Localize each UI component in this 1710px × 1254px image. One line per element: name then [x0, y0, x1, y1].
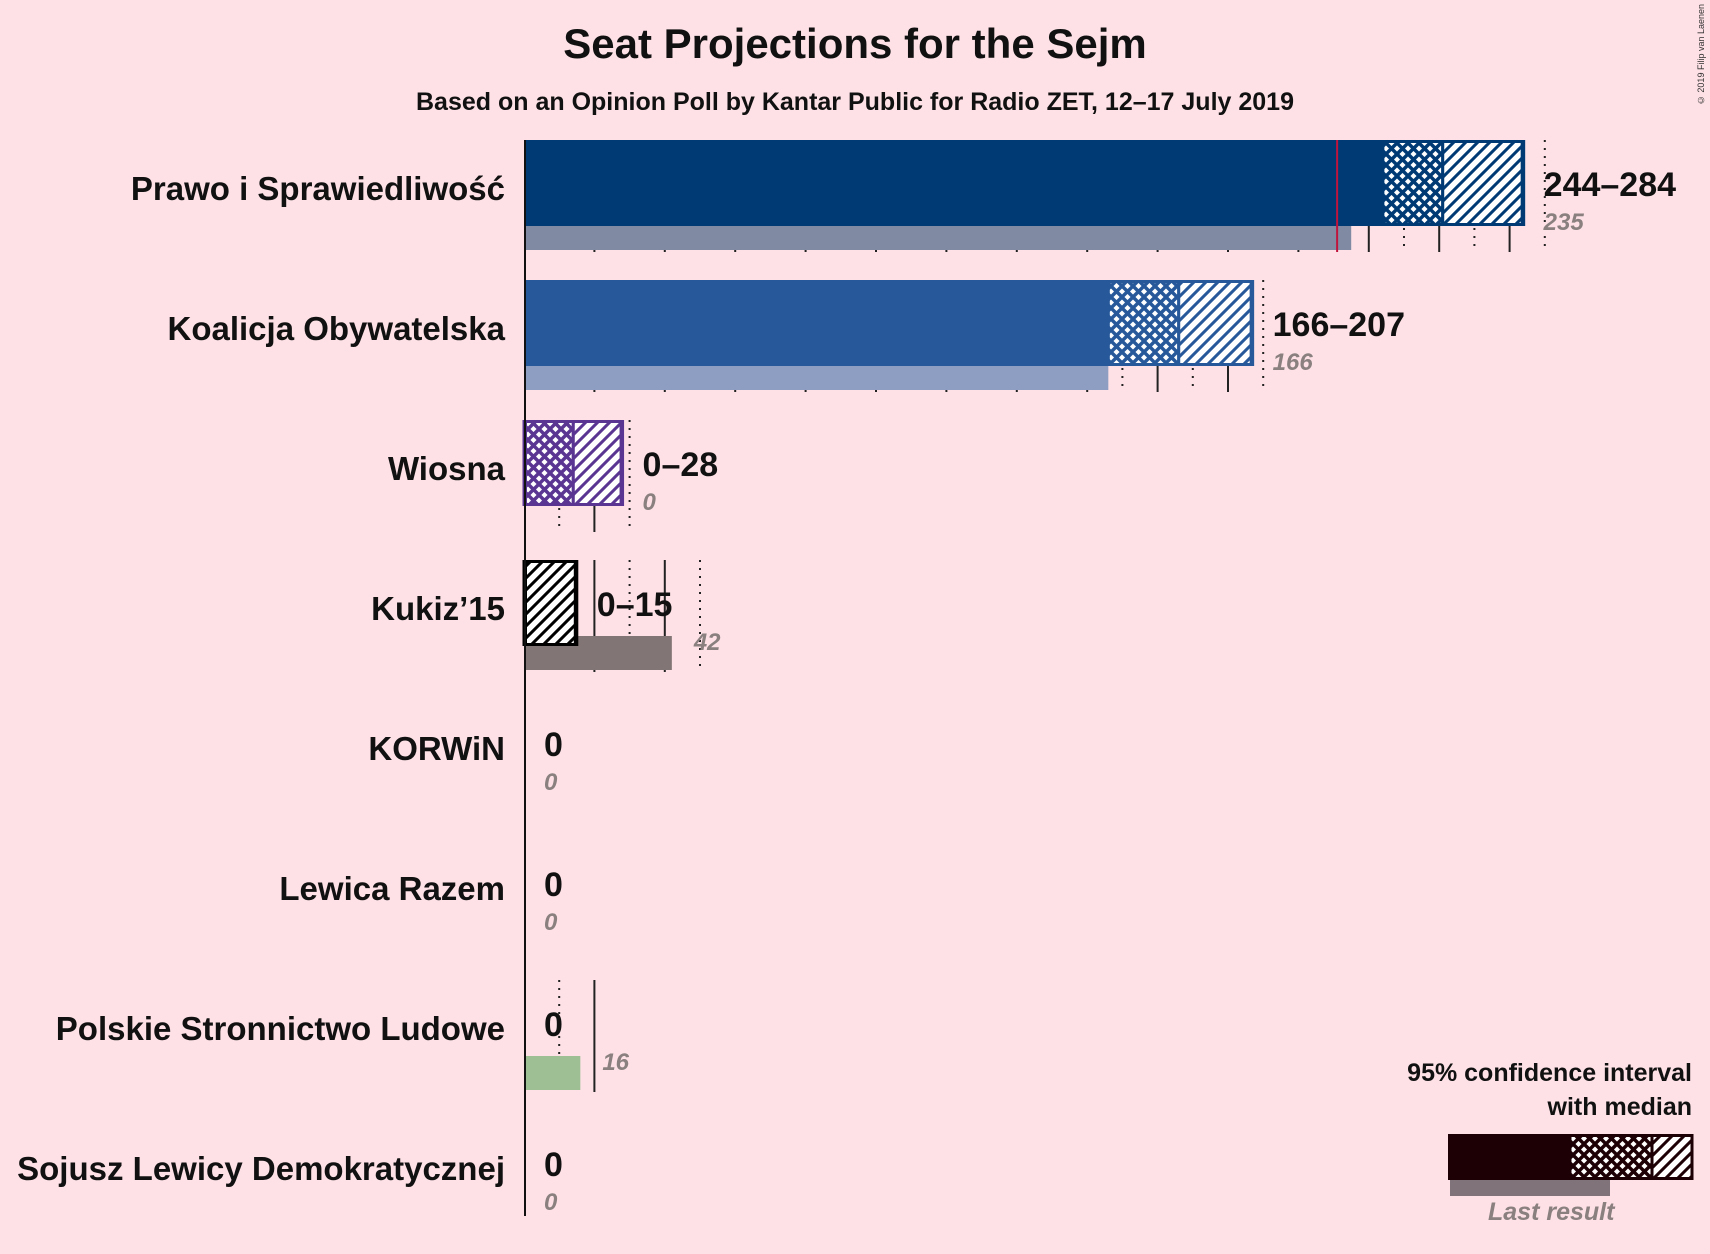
chart-title: Seat Projections for the Sejm [563, 20, 1147, 67]
legend-diagonal-hatch [1650, 1134, 1694, 1180]
range-label: 0–15 [597, 586, 673, 624]
ci-upper-half [522, 560, 579, 646]
ci-upper-half [1177, 280, 1255, 366]
legend-solid-bar [1448, 1134, 1570, 1180]
ci-lower-half [522, 420, 575, 506]
legend-title: 95% confidence interval with median [1407, 1056, 1692, 1124]
party-label: Kukiz’15 [371, 590, 505, 627]
ci-upper-half [1441, 140, 1526, 226]
last-result-label: 0 [544, 909, 558, 936]
last-result-label: 16 [602, 1049, 629, 1076]
range-label: 0 [544, 1006, 563, 1044]
range-label: 0 [544, 726, 563, 764]
ci-lower-half [1106, 280, 1181, 366]
party-label: Polskie Stronnictwo Ludowe [56, 1010, 505, 1047]
range-label: 244–284 [1544, 166, 1676, 204]
legend-cross-hatch [1568, 1134, 1654, 1180]
last-result-label: 0 [643, 489, 657, 516]
range-label: 0 [544, 866, 563, 904]
ci-upper-half [571, 420, 625, 506]
ci-solid-bar [524, 140, 1383, 226]
party-label: Koalicja Obywatelska [168, 310, 506, 347]
last-result-label: 0 [544, 1189, 558, 1216]
range-label: 0 [544, 1146, 563, 1184]
legend-title-line1: 95% confidence interval [1407, 1059, 1692, 1087]
party-label: Lewica Razem [279, 870, 505, 907]
last-result-label: 235 [1543, 209, 1585, 236]
party-label: Prawo i Sprawiedliwość [131, 170, 505, 207]
chart-subtitle: Based on an Opinion Poll by Kantar Publi… [415, 88, 1294, 116]
last-result-label: 42 [693, 629, 721, 656]
ci-lower-half [1381, 140, 1445, 226]
range-label: 166–207 [1273, 306, 1405, 344]
party-label: Sojusz Lewicy Demokratycznej [17, 1150, 505, 1187]
party-label: Wiosna [388, 450, 506, 487]
party-label: KORWiN [368, 730, 505, 767]
last-result-bar [524, 1056, 581, 1090]
legend-title-line2: with median [1547, 1093, 1692, 1121]
last-result-label: 0 [544, 769, 558, 796]
ci-solid-bar [524, 280, 1109, 366]
range-label: 0–28 [643, 446, 719, 484]
last-result-label: 166 [1273, 349, 1314, 376]
legend-last-result-label: Last result [1488, 1198, 1615, 1226]
